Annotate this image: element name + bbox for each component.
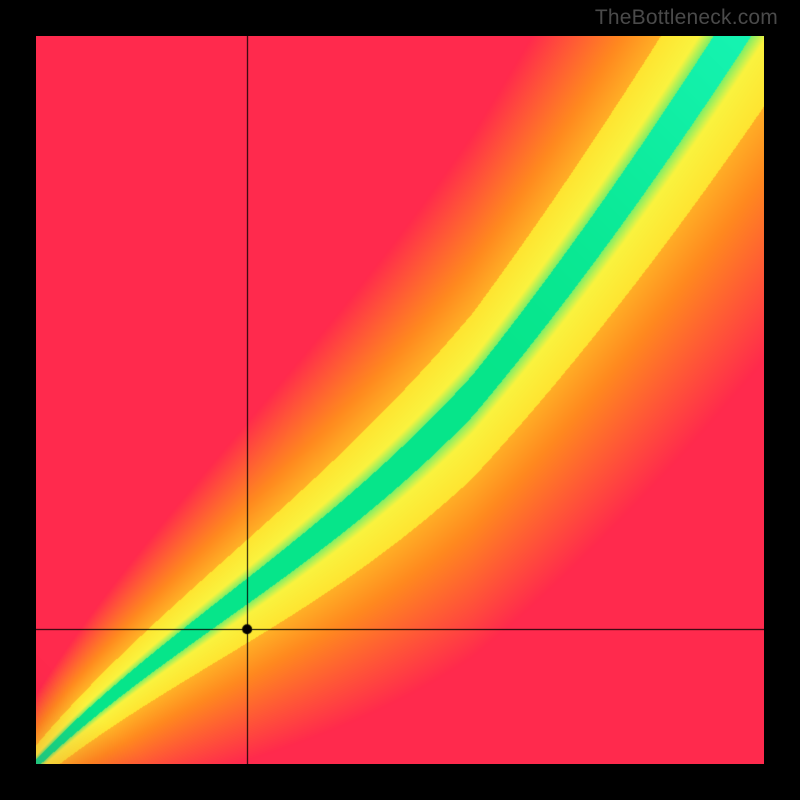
heatmap-plot: [36, 36, 764, 764]
heatmap-canvas: [36, 36, 764, 764]
watermark-text: TheBottleneck.com: [595, 6, 778, 30]
